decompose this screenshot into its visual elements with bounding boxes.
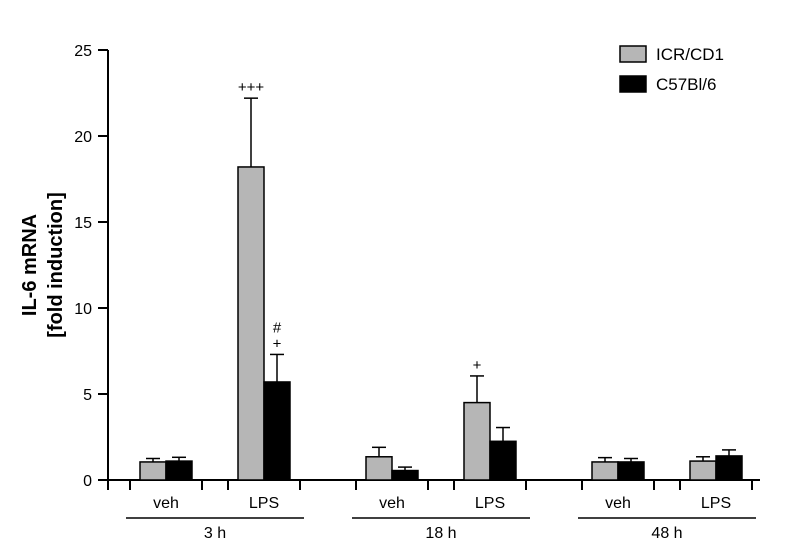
y-tick-label: 25 — [74, 43, 92, 60]
bar — [392, 471, 418, 480]
x-group-label: 3 h — [204, 525, 226, 542]
bar — [690, 461, 716, 480]
x-subgroup-label: veh — [153, 495, 179, 512]
bar — [490, 441, 516, 480]
y-axis-title-1: IL-6 mRNA — [19, 214, 41, 316]
bar — [238, 167, 264, 480]
y-tick-label: 5 — [83, 387, 92, 404]
bar — [166, 461, 192, 480]
legend-swatch — [620, 46, 646, 62]
x-subgroup-label: veh — [605, 495, 631, 512]
y-tick-label: 0 — [83, 473, 92, 490]
y-axis-title-2: [fold induction] — [45, 192, 67, 338]
y-tick-label: 20 — [74, 129, 92, 146]
legend-label: C57Bl/6 — [656, 75, 716, 94]
y-tick-label: 15 — [74, 215, 92, 232]
x-subgroup-label: LPS — [475, 495, 505, 512]
legend-label: ICR/CD1 — [656, 45, 724, 64]
x-subgroup-label: LPS — [701, 495, 731, 512]
x-subgroup-label: veh — [379, 495, 405, 512]
bar — [140, 462, 166, 480]
x-subgroup-label: LPS — [249, 495, 279, 512]
bar — [366, 457, 392, 480]
x-group-label: 18 h — [425, 525, 456, 542]
significance-marker: + — [273, 335, 282, 352]
significance-marker: +++ — [238, 79, 265, 96]
y-tick-label: 10 — [74, 301, 92, 318]
bar — [464, 403, 490, 480]
bar — [716, 456, 742, 480]
bar — [592, 462, 618, 480]
significance-marker: # — [273, 319, 282, 336]
legend-swatch — [620, 76, 646, 92]
x-group-label: 48 h — [651, 525, 682, 542]
bar — [264, 382, 290, 480]
bar — [618, 462, 644, 480]
significance-marker: + — [473, 357, 482, 374]
bar-chart: 0510152025IL-6 mRNA[fold induction]veh++… — [0, 0, 800, 558]
